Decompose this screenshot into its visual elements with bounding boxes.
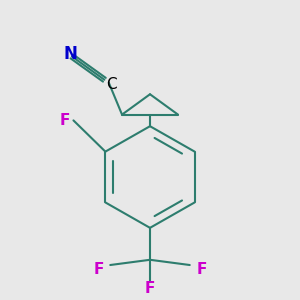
Text: N: N (64, 45, 77, 63)
Text: C: C (106, 76, 117, 92)
Text: F: F (93, 262, 104, 277)
Text: F: F (196, 262, 207, 277)
Text: F: F (59, 113, 70, 128)
Text: F: F (145, 281, 155, 296)
